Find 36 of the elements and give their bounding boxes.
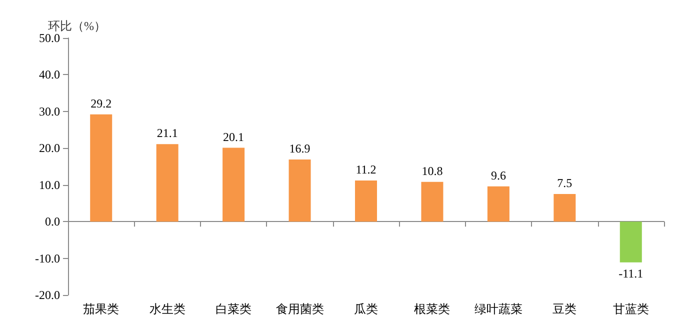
x-tick-label: 绿叶蔬菜 (474, 302, 522, 316)
y-tick-label: -20.0 (35, 288, 60, 302)
x-tick-label: 白菜类 (216, 302, 252, 316)
x-tick-label: 豆类 (552, 302, 577, 316)
data-label: 21.1 (156, 126, 178, 140)
data-label: 7.5 (557, 176, 572, 190)
data-label: -11.1 (618, 266, 644, 280)
bar (355, 180, 377, 222)
bar (421, 182, 444, 222)
y-tick-label: 10.0 (39, 178, 60, 192)
y-tick-label: 40.0 (39, 68, 60, 82)
y-tick-label: -10.0 (35, 251, 60, 266)
x-tick-label: 甘蓝类 (612, 302, 649, 316)
data-label: 16.9 (289, 142, 310, 156)
x-tick-label: 水生类 (149, 302, 186, 316)
y-tick-label: 50.0 (39, 31, 60, 45)
bar (620, 222, 642, 262)
data-label: 20.1 (223, 130, 244, 144)
data-label: 11.2 (356, 162, 376, 176)
y-tick-label: 20.0 (39, 141, 60, 156)
bar (90, 114, 112, 222)
bar (554, 194, 576, 222)
data-label: 9.6 (490, 168, 506, 182)
y-tick-label: 0.0 (45, 214, 60, 229)
y-axis-title: 环比（%） (48, 19, 106, 33)
x-tick-label: 瓜类 (354, 302, 378, 316)
bar (288, 160, 311, 222)
bar (222, 148, 245, 222)
x-tick-label: 茄果类 (83, 302, 120, 316)
bar (156, 144, 178, 222)
x-tick-label: 根菜类 (414, 302, 450, 316)
data-label: 10.8 (422, 164, 443, 178)
data-label: 29.2 (90, 96, 112, 110)
bar (487, 186, 510, 222)
x-tick-label: 食用菌类 (276, 302, 324, 316)
y-tick-label: 30.0 (39, 104, 60, 118)
